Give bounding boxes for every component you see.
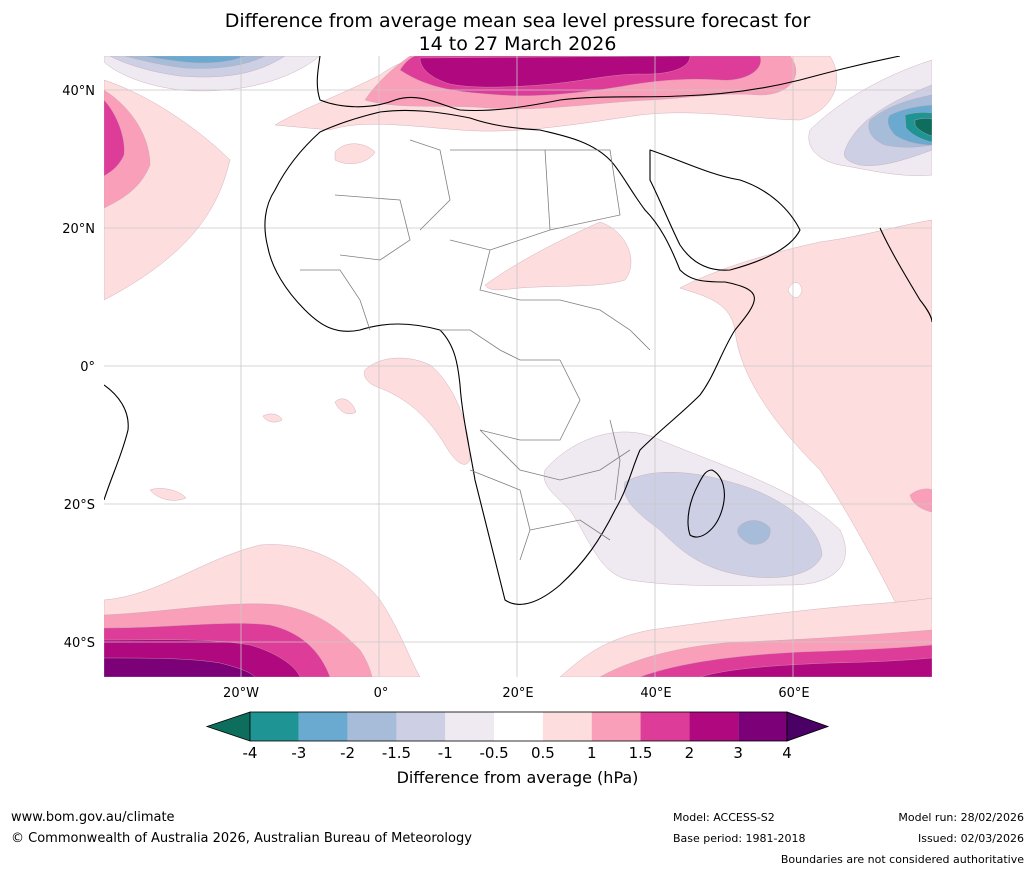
colorbar-tick-label: -0.5 — [479, 744, 509, 762]
colorbar-tick-label: 4 — [782, 744, 792, 762]
arabian-sea-white-hole — [787, 282, 803, 298]
colorbar-swatch — [738, 712, 787, 741]
colorbar-tick-label: 1 — [586, 744, 597, 762]
colorbar-swatch — [396, 712, 446, 741]
colorbar-tick-label: 3 — [733, 744, 743, 762]
madagascar-low-core — [737, 520, 771, 545]
colorbar-tick-label: -1.5 — [381, 744, 412, 762]
longitude-labels: 20°W 0° 20°E 40°E 60°E — [223, 686, 810, 701]
footer-copyright: © Commonwealth of Australia 2026, Austra… — [11, 831, 472, 846]
lat-label-40n: 40°N — [62, 84, 95, 99]
title-line-2: 14 to 27 March 2026 — [418, 33, 617, 55]
gulf-guinea-positive — [364, 357, 471, 465]
colorbar-swatch — [347, 712, 397, 741]
footer-issued: Issued: 02/03/2026 — [917, 832, 1024, 845]
lat-label-40s: 40°S — [64, 636, 95, 651]
lon-label-20e: 20°E — [502, 686, 533, 701]
colorbar-swatch — [591, 712, 641, 741]
south-america-coastline — [104, 384, 129, 501]
colorbar-tick-label: -4 — [242, 744, 258, 762]
colorbar-tick-label: -1 — [437, 744, 453, 762]
colorbar-tick-label: -2 — [340, 744, 356, 762]
europe-coastline — [316, 56, 901, 112]
lon-label-0: 0° — [374, 686, 389, 701]
colorbar-title: Difference from average (hPa) — [396, 768, 639, 787]
colorbar-tick-label: 0.5 — [530, 744, 555, 762]
latitude-labels: 40°N 20°N 0° 20°S 40°S — [62, 84, 95, 651]
atlantic-small-patch-1 — [334, 398, 357, 415]
colorbar-swatch — [494, 712, 543, 741]
atlantic-small-patch-2 — [262, 413, 283, 423]
title-line-1: Difference from average mean sea level p… — [224, 10, 811, 32]
anomaly-shading — [104, 56, 932, 677]
africa-coastline — [264, 109, 755, 605]
coastlines — [104, 56, 932, 605]
india-coastline — [879, 227, 932, 323]
sahara-positive — [484, 221, 632, 291]
colorbar-tick-label: 1.5 — [628, 744, 653, 762]
colorbar-swatch — [542, 712, 592, 741]
footer-base-period: Base period: 1981-2018 — [673, 832, 806, 845]
central-asia-low-max — [914, 118, 932, 137]
lon-label-20w: 20°W — [223, 686, 259, 701]
colorbar-swatch — [445, 712, 495, 741]
lon-label-60e: 60°E — [778, 686, 809, 701]
southern-ocean-high-peak — [104, 657, 256, 677]
colorbar-extend-low — [205, 711, 251, 742]
colorbar-swatch — [298, 712, 348, 741]
north-atlantic-low-core — [144, 56, 246, 64]
colorbar-tick-label: 2 — [684, 744, 695, 762]
footer-website[interactable]: www.bom.gov.au/climate — [11, 810, 175, 825]
country-borders — [300, 139, 651, 561]
footer-disclaimer: Boundaries are not considered authoritat… — [780, 853, 1024, 866]
colorbar-swatch — [250, 712, 299, 741]
madagascar-coastline — [687, 469, 725, 538]
map-area — [104, 56, 932, 677]
colorbar-frame — [249, 711, 788, 742]
gridlines — [104, 56, 932, 677]
arabian-peninsula-coastline — [649, 149, 801, 271]
southern-ocean-high-mid — [104, 623, 932, 677]
west-atlantic-positive-peak — [104, 99, 125, 177]
colorbar-swatch — [640, 712, 690, 741]
lat-label-0: 0° — [80, 360, 95, 375]
colorbar-tick-label: -3 — [291, 744, 307, 762]
colorbar-extend-high — [786, 711, 830, 742]
lon-label-40e: 40°E — [640, 686, 671, 701]
footer-model: Model: ACCESS-S2 — [673, 811, 775, 824]
lat-label-20s: 20°S — [64, 498, 95, 513]
chart-title: Difference from average mean sea level p… — [0, 10, 1035, 56]
atlantic-small-patch-3 — [149, 488, 187, 501]
colorbar — [205, 711, 830, 742]
mediterranean-small-patch — [334, 143, 376, 164]
madagascar-low-mid — [624, 472, 823, 578]
lat-label-20n: 20°N — [62, 222, 95, 237]
colorbar-swatch — [689, 712, 739, 741]
mediterranean-high-core — [419, 56, 691, 88]
east-indian-ocean-pink — [909, 488, 932, 513]
footer-model-run: Model run: 28/02/2026 — [898, 811, 1024, 824]
